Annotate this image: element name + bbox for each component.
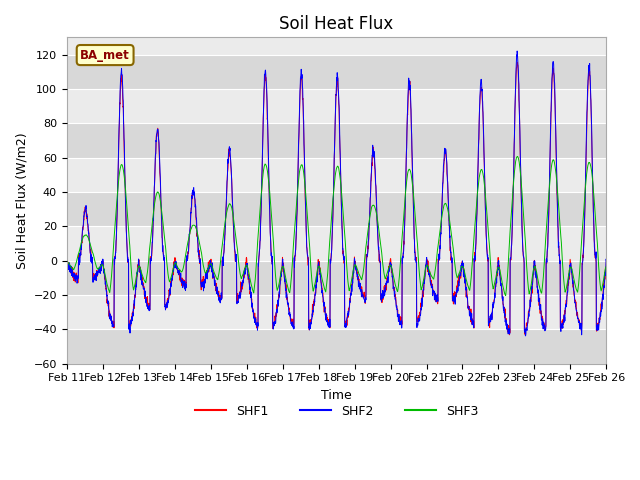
SHF1 [213, 288, 221, 294]
SHF1 [63, 253, 70, 259]
SHF3 [493, 267, 501, 273]
Bar [67, 55, 606, 89]
SHF2 [352, 267, 360, 273]
SHF1 [556, 249, 563, 254]
SHF1 [513, 60, 521, 65]
SHF3 [502, 293, 509, 299]
SHF2 [364, 251, 372, 257]
SHF3 [213, 276, 221, 282]
Bar [67, 226, 606, 261]
SHF2 [493, 269, 501, 275]
Bar [67, 157, 606, 192]
Line: SHF2: SHF2 [67, 51, 606, 336]
SHF1 [364, 249, 372, 255]
SHF3 [513, 154, 521, 159]
SHF2 [602, 258, 610, 264]
Bar [67, 329, 606, 364]
Y-axis label: Soil Heat Flux (W/m2): Soil Heat Flux (W/m2) [15, 132, 28, 269]
Line: SHF3: SHF3 [67, 156, 606, 296]
Text: BA_met: BA_met [80, 48, 130, 61]
Bar [67, 261, 606, 295]
SHF3 [570, 278, 578, 284]
SHF1 [602, 258, 610, 264]
SHF3 [352, 263, 360, 268]
Legend: SHF1, SHF2, SHF3: SHF1, SHF2, SHF3 [190, 400, 483, 423]
SHF3 [556, 210, 563, 216]
SHF2 [522, 333, 529, 339]
SHF2 [556, 253, 563, 259]
SHF1 [352, 264, 360, 269]
SHF3 [602, 264, 610, 269]
Bar [67, 123, 606, 157]
SHF2 [513, 48, 521, 54]
SHF2 [570, 289, 578, 295]
SHF2 [213, 291, 221, 297]
SHF2 [63, 261, 70, 267]
X-axis label: Time: Time [321, 389, 352, 402]
Title: Soil Heat Flux: Soil Heat Flux [280, 15, 394, 33]
SHF1 [493, 273, 501, 279]
Bar [67, 192, 606, 226]
SHF3 [63, 259, 70, 265]
SHF3 [364, 230, 372, 236]
SHF1 [570, 293, 578, 299]
Line: SHF1: SHF1 [67, 62, 606, 335]
Bar [67, 295, 606, 329]
Bar [67, 89, 606, 123]
SHF1 [506, 332, 513, 338]
